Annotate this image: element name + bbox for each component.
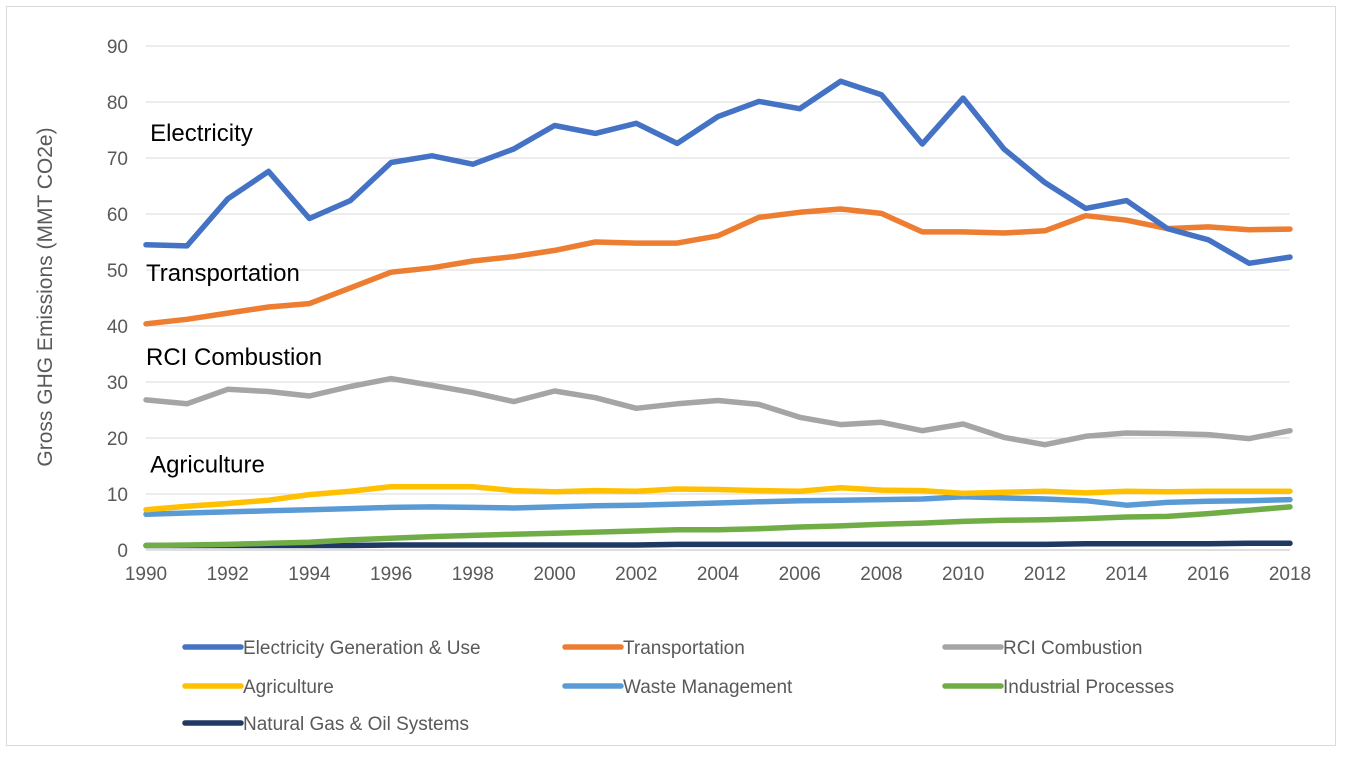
- series-line: [143, 78, 1293, 267]
- series-line: [143, 483, 1293, 513]
- legend-item: Waste Management: [562, 677, 793, 698]
- legend-item: Natural Gas & Oil Systems: [182, 714, 469, 735]
- y-tick-label: 40: [107, 317, 128, 338]
- legend-label: Waste Management: [623, 677, 793, 698]
- y-tick-label: 30: [107, 373, 128, 394]
- x-tick-label: 2000: [533, 564, 575, 585]
- x-tick-label: 2012: [1024, 564, 1066, 585]
- series-line: [143, 375, 1293, 448]
- chart-frame: 0 10 20 30 40 50 60 70 80 90 1990 1992 1994 1996 1998…: [6, 6, 1336, 746]
- x-tick-label: 2004: [697, 564, 740, 585]
- x-tick-label: 2018: [1269, 564, 1311, 585]
- legend-item: Electricity Generation & Use: [182, 638, 481, 659]
- legend-item: RCI Combustion: [942, 638, 1142, 659]
- x-tick-label: 2006: [779, 564, 821, 585]
- x-tick-label: 1996: [370, 564, 412, 585]
- x-tick-label: 2002: [615, 564, 657, 585]
- legend-item: Industrial Processes: [942, 677, 1174, 698]
- y-tick-label: 70: [107, 149, 128, 170]
- legend: Electricity Generation & Use Transportati…: [182, 638, 1174, 735]
- x-tick-label: 1992: [207, 564, 249, 585]
- legend-item: Agriculture: [182, 677, 334, 698]
- annotation-label: Agriculture: [150, 452, 265, 479]
- x-tick-label: 1990: [125, 564, 167, 585]
- x-tick-label: 2014: [1105, 564, 1148, 585]
- x-tick-label: 1994: [288, 564, 331, 585]
- x-tick-label: 2016: [1187, 564, 1229, 585]
- x-tick-labels: 1990 1992 1994 1996 1998 2000 2002 2004 2006 2008…: [125, 564, 1311, 585]
- legend-label: Agriculture: [243, 677, 334, 698]
- line-chart: 0 10 20 30 40 50 60 70 80 90 1990 1992 1994 1996 1998…: [34, 37, 1311, 735]
- annotation-label: Transportation: [146, 260, 300, 287]
- annotation-label: Electricity: [150, 120, 253, 147]
- legend-item: Transportation: [562, 638, 745, 659]
- series-annotations: Electricity Transportation RCI Combustion A…: [146, 120, 322, 479]
- y-tick-label: 60: [107, 205, 128, 226]
- y-tick-label: 0: [117, 541, 128, 562]
- x-tick-label: 2008: [860, 564, 902, 585]
- legend-label: RCI Combustion: [1003, 638, 1142, 659]
- legend-label: Industrial Processes: [1003, 677, 1174, 698]
- legend-label: Transportation: [623, 638, 745, 659]
- series-line: [143, 206, 1293, 327]
- y-tick-label: 50: [107, 261, 128, 282]
- y-tick-label: 10: [107, 485, 128, 506]
- legend-label: Natural Gas & Oil Systems: [243, 714, 469, 735]
- series-lines: [143, 78, 1293, 549]
- y-tick-label: 80: [107, 93, 128, 114]
- series-line: [143, 494, 1293, 517]
- x-tick-label: 2010: [942, 564, 984, 585]
- y-tick-label: 20: [107, 429, 128, 450]
- series-line: [143, 540, 1293, 549]
- y-tick-label: 90: [107, 37, 128, 58]
- series-line: [143, 504, 1293, 549]
- annotation-label: RCI Combustion: [146, 344, 322, 371]
- y-tick-labels: 0 10 20 30 40 50 60 70 80 90: [107, 37, 128, 562]
- x-tick-label: 1998: [452, 564, 494, 585]
- legend-label: Electricity Generation & Use: [243, 638, 481, 659]
- y-axis-label: Gross GHG Emissions (MMT CO2e): [34, 127, 57, 466]
